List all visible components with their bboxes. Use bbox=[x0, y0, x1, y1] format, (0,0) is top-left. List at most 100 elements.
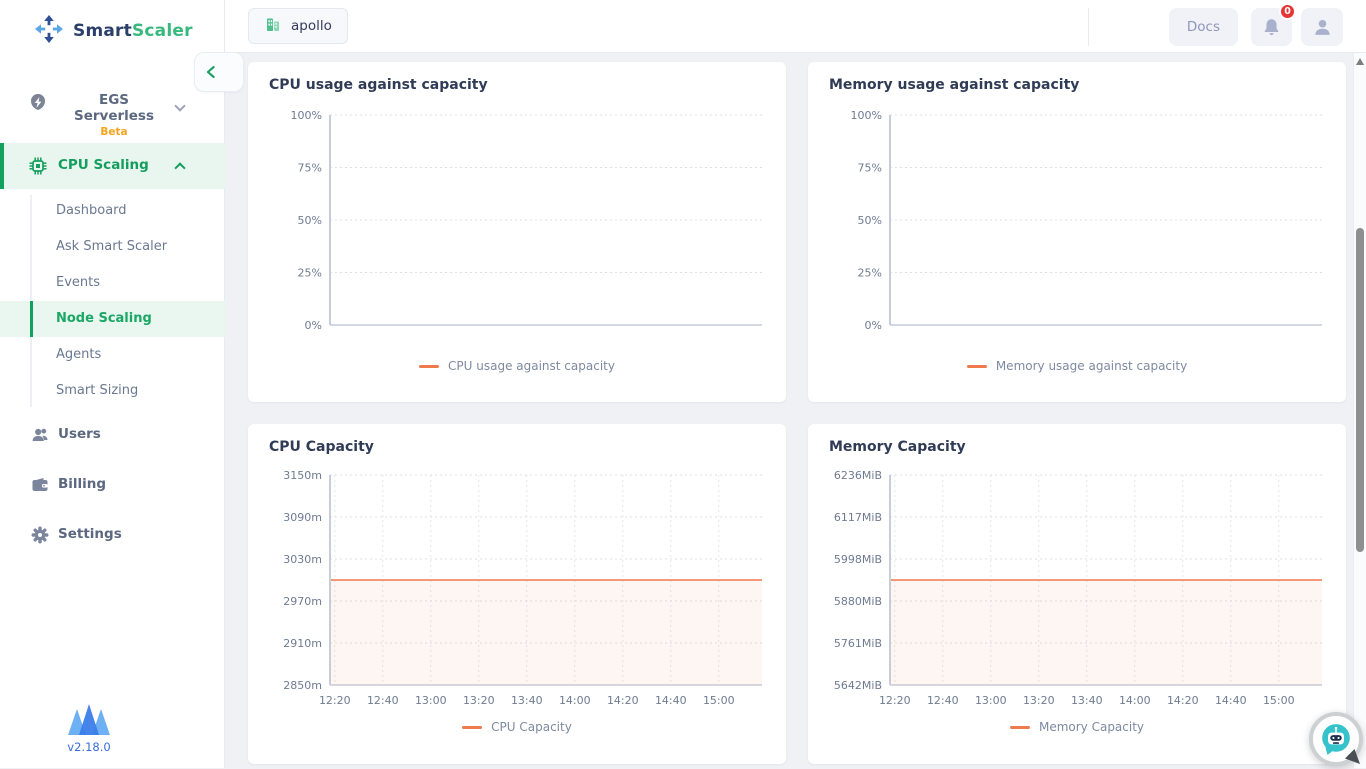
bell-icon bbox=[1261, 17, 1282, 38]
chart-legend: Memory usage against capacity bbox=[808, 359, 1346, 373]
sidebar-collapse-button[interactable] bbox=[194, 52, 244, 92]
chevron-down-icon bbox=[174, 100, 185, 111]
svg-text:50%: 50% bbox=[298, 214, 322, 227]
org-name: apollo bbox=[291, 18, 332, 34]
chart-card-cpu-usage: CPU usage against capacity 100%75%50%25%… bbox=[248, 62, 786, 402]
svg-text:3090m: 3090m bbox=[283, 511, 322, 524]
svg-text:13:00: 13:00 bbox=[975, 694, 1007, 707]
sidebar-item-smart-sizing[interactable]: Smart Sizing bbox=[0, 373, 225, 409]
chevron-up-icon bbox=[174, 162, 185, 173]
sidebar-item-users[interactable]: Users bbox=[0, 418, 225, 452]
app-logo: SmartScaler bbox=[34, 14, 193, 48]
scrollbar-thumb[interactable] bbox=[1356, 228, 1364, 552]
chart-card-memory-usage: Memory usage against capacity 100% 75% 50%… bbox=[808, 62, 1346, 402]
notifications-button[interactable]: 0 bbox=[1251, 8, 1292, 46]
sidebar-item-egs-serverless[interactable]: EGS Serverless Beta bbox=[0, 84, 225, 132]
memory-capacity-chart: 12:20 12:40 13:00 13:20 13:40 14:00 14:20 14:40… bbox=[828, 465, 1326, 715]
svg-text:14:20: 14:20 bbox=[1167, 694, 1199, 707]
notification-count-badge: 0 bbox=[1279, 3, 1296, 20]
beta-badge: Beta bbox=[58, 126, 170, 138]
cpu-chip-icon bbox=[28, 156, 48, 180]
crown-logo bbox=[67, 703, 111, 740]
mouse-cursor bbox=[1345, 749, 1361, 769]
sidebar-item-node-scaling[interactable]: Node Scaling bbox=[0, 301, 225, 337]
svg-text:75%: 75% bbox=[858, 162, 882, 175]
sidebar-item-billing[interactable]: Billing bbox=[0, 468, 225, 502]
svg-text:25%: 25% bbox=[298, 267, 322, 280]
org-selector-button[interactable]: apollo bbox=[248, 8, 348, 44]
svg-text:12:20: 12:20 bbox=[879, 694, 911, 707]
storm-icon bbox=[28, 92, 48, 116]
chart-title: Memory usage against capacity bbox=[829, 77, 1346, 93]
svg-text:5880MiB: 5880MiB bbox=[834, 595, 882, 608]
legend-line-marker bbox=[419, 365, 439, 368]
sidebar-item-cpu-scaling[interactable]: CPU Scaling bbox=[0, 143, 225, 189]
svg-text:50%: 50% bbox=[858, 214, 882, 227]
svg-text:6236MiB: 6236MiB bbox=[834, 469, 882, 482]
svg-text:0%: 0% bbox=[305, 319, 322, 332]
svg-text:100%: 100% bbox=[851, 109, 882, 122]
user-menu-button[interactable] bbox=[1301, 8, 1343, 46]
sidebar-item-label: Users bbox=[58, 426, 101, 442]
memory-usage-chart: 100% 75% 50% 25% 0% bbox=[828, 105, 1326, 335]
wallet-icon bbox=[30, 475, 50, 499]
svg-text:13:40: 13:40 bbox=[511, 694, 543, 707]
chart-title: CPU Capacity bbox=[269, 439, 786, 455]
chart-card-memory-capacity: Memory Capacity 12:20 12:40 13:00 13:20 13:4… bbox=[808, 424, 1346, 764]
sidebar-item-agents[interactable]: Agents bbox=[0, 337, 225, 373]
svg-text:15:00: 15:00 bbox=[1263, 694, 1295, 707]
smartscaler-arrows-icon bbox=[34, 14, 64, 48]
svg-text:6117MiB: 6117MiB bbox=[834, 511, 882, 524]
svg-text:3030m: 3030m bbox=[283, 553, 322, 566]
svg-text:5761MiB: 5761MiB bbox=[834, 637, 882, 650]
sidebar-item-events[interactable]: Events bbox=[0, 265, 225, 301]
svg-text:2850m: 2850m bbox=[283, 679, 322, 692]
svg-text:25%: 25% bbox=[858, 267, 882, 280]
cpu-usage-chart: 100%75%50%25%0% bbox=[268, 105, 766, 335]
topbar: apollo Docs 0 bbox=[225, 0, 1366, 53]
legend-line-marker bbox=[1010, 726, 1030, 729]
svg-text:15:00: 15:00 bbox=[703, 694, 735, 707]
sidebar-item-dashboard[interactable]: Dashboard bbox=[0, 193, 225, 229]
svg-text:14:20: 14:20 bbox=[607, 694, 639, 707]
sidebar-item-label: EGS Serverless bbox=[58, 92, 170, 124]
chart-legend: CPU usage against capacity bbox=[248, 359, 786, 373]
sidebar: SmartScaler EGS Serverless Beta bbox=[0, 0, 225, 768]
svg-text:5998MiB: 5998MiB bbox=[834, 553, 882, 566]
chart-title: Memory Capacity bbox=[829, 439, 1346, 455]
sidebar-item-ask-smart-scaler[interactable]: Ask Smart Scaler bbox=[0, 229, 225, 265]
chart-title: CPU usage against capacity bbox=[269, 77, 786, 93]
svg-text:14:40: 14:40 bbox=[1215, 694, 1247, 707]
svg-text:12:40: 12:40 bbox=[927, 694, 959, 707]
vertical-scrollbar[interactable] bbox=[1353, 53, 1366, 768]
svg-text:13:00: 13:00 bbox=[415, 694, 447, 707]
sidebar-item-label: Settings bbox=[58, 526, 122, 542]
legend-line-marker bbox=[462, 726, 482, 729]
buildings-icon bbox=[264, 15, 282, 37]
svg-text:3150m: 3150m bbox=[283, 469, 322, 482]
app-version: v2.18.0 bbox=[47, 740, 131, 754]
topbar-divider bbox=[1088, 8, 1089, 46]
svg-text:13:20: 13:20 bbox=[1023, 694, 1055, 707]
app-name: SmartScaler bbox=[73, 21, 193, 41]
svg-text:2970m: 2970m bbox=[283, 595, 322, 608]
svg-text:13:20: 13:20 bbox=[463, 694, 495, 707]
sidebar-item-settings[interactable]: Settings bbox=[0, 518, 225, 552]
gear-icon bbox=[30, 525, 50, 549]
svg-text:100%: 100% bbox=[291, 109, 322, 122]
scrollbar-up-arrow[interactable] bbox=[1356, 58, 1364, 65]
svg-text:14:00: 14:00 bbox=[1119, 694, 1151, 707]
users-icon bbox=[30, 425, 50, 449]
chart-legend: CPU Capacity bbox=[248, 720, 786, 734]
docs-button[interactable]: Docs bbox=[1169, 8, 1238, 46]
svg-text:0%: 0% bbox=[865, 319, 882, 332]
svg-text:14:40: 14:40 bbox=[655, 694, 687, 707]
sidebar-item-label: CPU Scaling bbox=[58, 157, 149, 173]
svg-text:5642MiB: 5642MiB bbox=[834, 679, 882, 692]
svg-text:13:40: 13:40 bbox=[1071, 694, 1103, 707]
sidebar-item-label: Billing bbox=[58, 476, 106, 492]
cpu-scaling-submenu: Dashboard Ask Smart Scaler Events Node S… bbox=[0, 193, 225, 409]
user-avatar-icon bbox=[1312, 17, 1333, 38]
